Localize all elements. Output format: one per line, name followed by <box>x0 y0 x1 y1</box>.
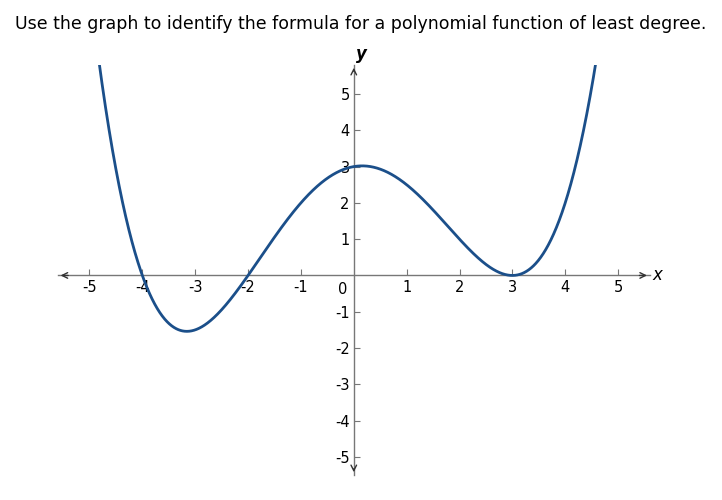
Text: x: x <box>653 266 662 284</box>
Text: y: y <box>356 45 367 63</box>
Text: Use the graph to identify the formula for a polynomial function of least degree.: Use the graph to identify the formula fo… <box>15 15 707 33</box>
Text: 0: 0 <box>338 282 347 297</box>
